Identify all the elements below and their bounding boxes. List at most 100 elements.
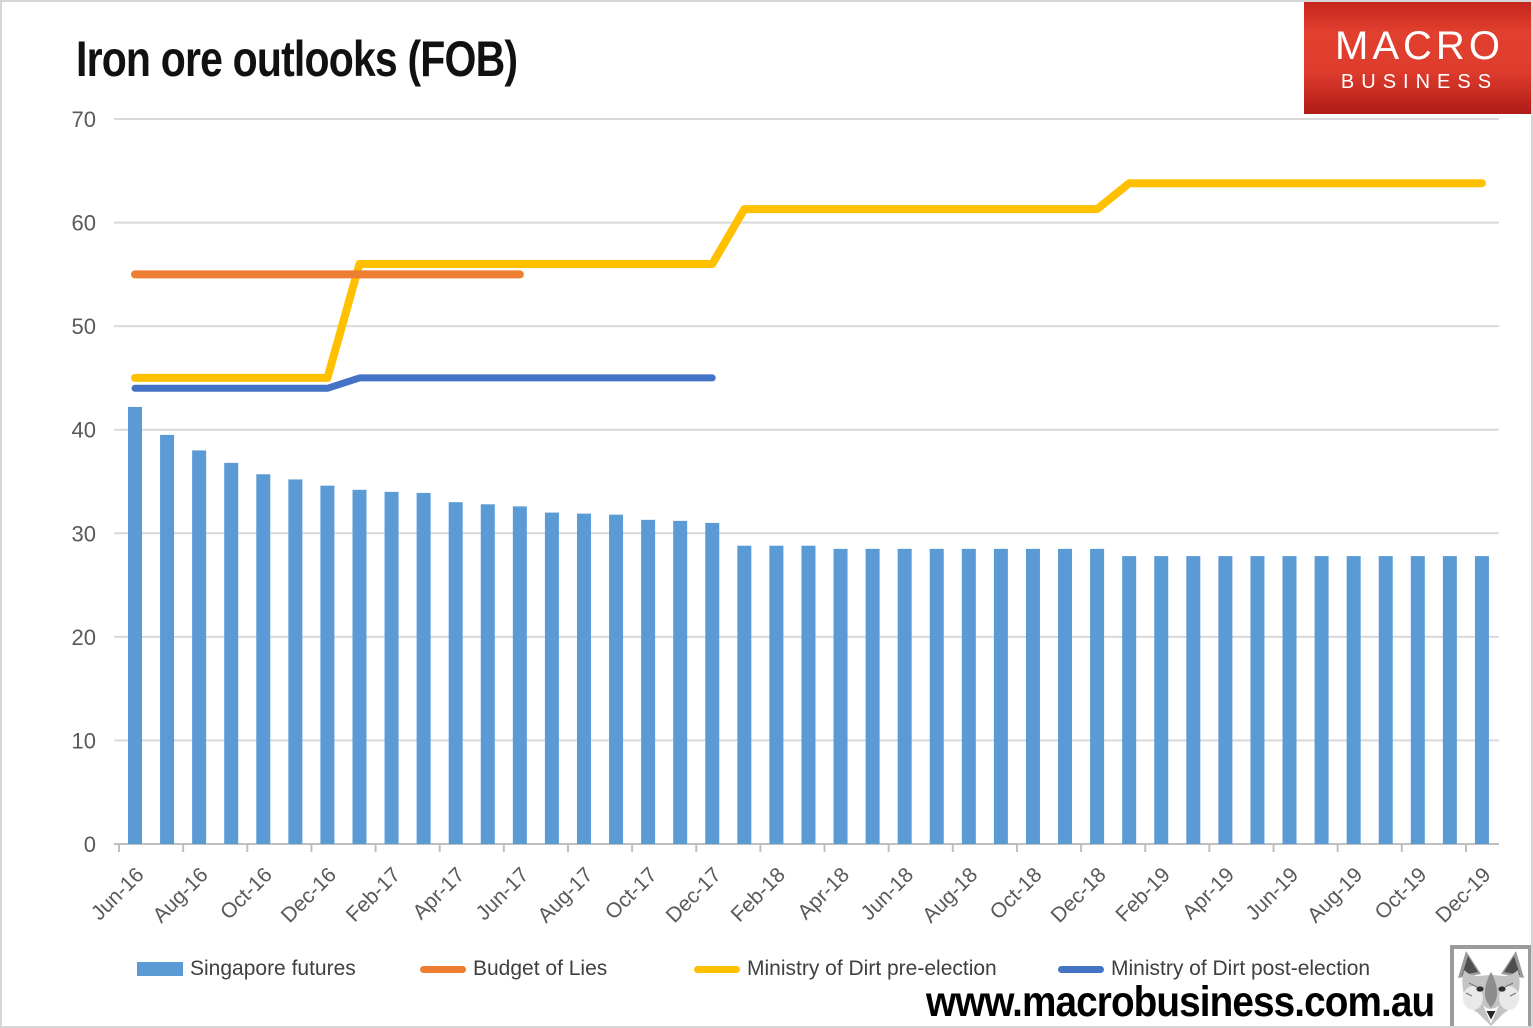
chart-legend: Singapore futures Budget of Lies Ministry … (2, 954, 1531, 988)
bar-dec-19 (1474, 556, 1489, 844)
bar-dec-16 (320, 485, 335, 844)
svg-text:Oct-18: Oct-18 (986, 863, 1047, 924)
svg-text:Dec-18: Dec-18 (1046, 863, 1110, 927)
legend-swatch-singapore-futures (137, 962, 183, 976)
logo-text-business: BUSINESS (1340, 71, 1499, 93)
svg-text:Aug-19: Aug-19 (1303, 863, 1367, 927)
svg-text:Oct-16: Oct-16 (216, 863, 277, 924)
bar-nov-16 (288, 479, 303, 844)
bar-may-17 (480, 504, 495, 844)
bar-sep-18 (993, 548, 1008, 844)
macrobusiness-logo: MACRO BUSINESS (1304, 2, 1531, 114)
svg-text:Dec-16: Dec-16 (277, 863, 341, 927)
svg-text:Feb-19: Feb-19 (1111, 863, 1174, 926)
legend-swatch-budget-of-lies (420, 965, 466, 973)
bar-nov-19 (1442, 556, 1457, 844)
svg-text:Aug-18: Aug-18 (918, 863, 982, 927)
fox-sketch-icon (1458, 951, 1524, 1026)
bar-jul-16 (160, 434, 175, 844)
legend-item-singapore-futures: Singapore futures (137, 954, 356, 984)
bar-aug-19 (1346, 556, 1361, 844)
y-axis-labels: 0 10 20 30 40 50 60 70 (72, 107, 96, 857)
bar-nov-17 (673, 520, 688, 844)
bar-may-18 (865, 548, 880, 844)
bar-jun-18 (897, 548, 912, 844)
svg-text:Oct-19: Oct-19 (1371, 863, 1432, 924)
bar-jun-17 (512, 506, 527, 844)
bar-oct-18 (1025, 548, 1040, 844)
bar-sep-19 (1378, 556, 1393, 844)
fox-logo-image (1450, 945, 1531, 1026)
svg-text:Feb-17: Feb-17 (342, 863, 405, 926)
svg-text:0: 0 (84, 832, 96, 857)
svg-text:Feb-18: Feb-18 (727, 863, 790, 926)
legend-item-ministry-of-dirt-pre-election: Ministry of Dirt pre-election (694, 954, 997, 984)
bar-jul-17 (544, 512, 559, 844)
bar-jul-19 (1314, 556, 1329, 844)
svg-text:10: 10 (72, 728, 96, 753)
line-ministry-of-dirt-post-election (131, 374, 716, 392)
bar-feb-17 (384, 491, 399, 844)
svg-text:60: 60 (72, 211, 96, 236)
legend-swatch-ministry-of-dirt-post-election (1058, 965, 1104, 973)
bar-oct-17 (641, 519, 656, 844)
bar-jun-19 (1282, 556, 1297, 844)
svg-text:20: 20 (72, 625, 96, 650)
svg-text:Aug-17: Aug-17 (533, 863, 597, 927)
svg-text:30: 30 (72, 521, 96, 546)
svg-text:Jun-19: Jun-19 (1241, 863, 1303, 925)
bar-feb-18 (769, 545, 784, 844)
bar-may-19 (1250, 556, 1265, 844)
svg-text:Aug-16: Aug-16 (149, 863, 213, 927)
bar-aug-18 (961, 548, 976, 844)
bar-dec-17 (705, 522, 720, 844)
svg-text:Oct-17: Oct-17 (601, 863, 662, 924)
bar-jan-18 (737, 545, 752, 844)
bar-oct-19 (1410, 556, 1425, 844)
bar-sep-17 (609, 514, 624, 844)
bar-mar-17 (416, 492, 431, 844)
legend-label: Budget of Lies (473, 957, 608, 980)
bar-mar-19 (1186, 556, 1201, 844)
bar-sep-16 (224, 462, 239, 844)
legend-item-ministry-of-dirt-post-election: Ministry of Dirt post-election (1058, 954, 1370, 984)
bars-singapore-futures (128, 406, 1489, 844)
legend-label: Ministry of Dirt post-election (1111, 957, 1371, 980)
svg-text:Apr-18: Apr-18 (793, 863, 854, 924)
page-title: Iron ore outlooks (FOB) (76, 31, 518, 87)
legend-label: Ministry of Dirt pre-election (747, 957, 997, 980)
bar-nov-18 (1058, 548, 1073, 844)
x-axis-labels: Jun-16 Aug-16 Oct-16 Dec-16 Feb-17 Apr-17 Jun-… (87, 863, 1496, 927)
svg-text:Jun-16: Jun-16 (87, 863, 149, 925)
bar-aug-16 (192, 450, 207, 844)
legend-item-budget-of-lies: Budget of Lies (420, 954, 607, 984)
line-ministry-of-dirt-pre-election (131, 179, 1486, 382)
svg-text:Apr-17: Apr-17 (408, 863, 469, 924)
bar-apr-18 (833, 548, 848, 844)
svg-text:Jun-17: Jun-17 (472, 863, 534, 925)
svg-text:Dec-17: Dec-17 (662, 863, 726, 927)
bar-feb-19 (1154, 556, 1169, 844)
bar-jan-19 (1122, 556, 1137, 844)
svg-text:Dec-19: Dec-19 (1431, 863, 1495, 927)
logo-text-macro: MACRO (1335, 24, 1504, 68)
svg-text:70: 70 (72, 107, 96, 132)
bar-jun-16 (128, 406, 142, 844)
bar-jan-17 (352, 489, 367, 844)
bar-dec-18 (1090, 548, 1105, 844)
legend-label: Singapore futures (190, 957, 356, 980)
bar-apr-19 (1218, 556, 1233, 844)
bar-jul-18 (929, 548, 944, 844)
svg-text:40: 40 (72, 418, 96, 443)
svg-text:50: 50 (72, 314, 96, 339)
x-axis (114, 843, 1499, 852)
bar-apr-17 (448, 502, 463, 844)
svg-text:Jun-18: Jun-18 (857, 863, 919, 925)
bar-oct-16 (256, 474, 271, 844)
bar-aug-17 (576, 513, 591, 844)
bar-mar-18 (801, 545, 816, 844)
website-url: www.macrobusiness.com.au (926, 978, 1435, 1026)
legend-swatch-ministry-of-dirt-pre-election (694, 965, 740, 973)
